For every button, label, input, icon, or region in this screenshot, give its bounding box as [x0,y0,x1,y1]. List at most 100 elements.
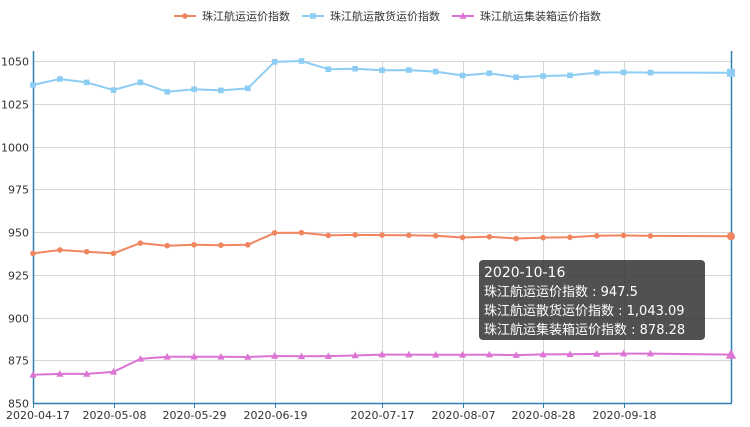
y-tick-label: 900 [8,313,29,326]
data-point [593,232,600,239]
legend-marker-icon [310,13,316,19]
data-point [137,79,144,86]
tooltip-value: 878.28 [639,323,686,338]
data-point [297,352,306,360]
data-point [620,232,627,239]
data-point [566,350,574,358]
data-point [218,87,224,94]
tooltip-label: 珠江航运集装箱运价指数 : [484,323,640,338]
legend-label: 珠江航运集装箱运价指数 [480,9,601,23]
data-point [726,232,736,241]
data-point [244,353,252,360]
data-point [325,66,332,73]
x-tick-label: 2020-07-17 [351,409,415,422]
data-point [593,350,601,357]
data-point [352,65,358,72]
data-point [325,232,332,239]
legend-item[interactable]: 珠江航运集装箱运价指数 [452,9,601,23]
data-point [298,229,305,236]
chart-axes: 850 875 900 925 950 975 1000 1025 1050 2020-04-17… [1,51,733,422]
x-tick-label: 2020-05-29 [163,409,227,422]
data-point [271,59,278,65]
data-point [109,368,118,375]
data-point [567,234,573,241]
y-tick-label: 1050 [1,56,29,69]
data-point [432,232,439,239]
data-point [486,233,493,240]
data-point [271,352,279,359]
y-tick-label: 875 [8,355,29,368]
data-point [57,76,63,82]
data-point [352,232,358,238]
chart-tooltip: 2020-10-16 珠江航运运价指数 : 947.5 珠江航运散货运价指数 :… [479,260,705,340]
data-point [378,350,386,358]
x-tick-label: 2020-04-17 [6,409,70,422]
data-point [512,351,520,358]
tooltip-value: 947.5 [600,285,638,300]
data-point [646,349,655,357]
y-tick-label: 925 [8,270,29,283]
data-point [620,349,628,357]
tooltip-row-bulk-index: 珠江航运散货运价指数 : 1,043.09 [484,302,700,321]
legend-item[interactable]: 珠江航运运价指数 [174,9,290,23]
legend-label: 珠江航运散货运价指数 [330,9,440,23]
data-point [459,72,466,79]
data-point [539,350,547,358]
y-tick-label: 1000 [1,142,29,155]
data-point [540,234,546,241]
x-tick-label: 2020-06-19 [244,409,308,422]
data-point [110,87,117,93]
data-point [30,82,36,88]
tooltip-row-freight-index: 珠江航运运价指数 : 947.5 [484,283,700,302]
data-point [83,248,90,255]
data-point [725,349,737,359]
chart-legend[interactable]: 珠江航运运价指数 珠江航运散货运价指数 珠江航运集装箱运价指数 [174,9,601,23]
data-point [137,240,144,246]
data-point [647,233,654,239]
data-point [379,232,385,238]
data-point [163,353,171,360]
data-point [30,250,36,257]
y-tick-label: 975 [8,184,29,197]
data-point [56,370,64,377]
data-point [432,68,439,75]
data-point [513,74,520,81]
legend-item[interactable]: 珠江航运散货运价指数 [302,9,440,23]
data-point [191,86,197,93]
data-point [191,242,197,248]
legend-marker-icon [459,12,467,19]
data-point [244,242,251,248]
data-point [110,250,117,257]
data-point [217,353,225,360]
x-tick-label: 2020-09-18 [593,409,657,422]
data-point [136,355,144,362]
data-point [485,350,493,358]
data-point [593,69,600,76]
tooltip-row-container-index: 珠江航运集装箱运价指数 : 878.28 [484,321,700,340]
data-point [324,352,332,359]
data-point [57,247,63,253]
data-point [405,350,413,358]
legend-label: 珠江航运运价指数 [202,9,290,23]
data-point [458,350,467,358]
data-point [486,70,493,77]
data-point [726,68,736,77]
data-point [379,67,385,74]
data-point [406,232,412,239]
data-point [190,352,198,360]
data-point [459,234,466,241]
tooltip-label: 珠江航运运价指数 : [484,285,601,300]
legend-marker-icon [182,13,188,19]
data-point [298,58,305,64]
data-point [83,370,91,377]
tooltip-label: 珠江航运散货运价指数 : [484,304,627,319]
x-tick-label: 2020-08-07 [432,409,496,422]
data-point [351,351,359,359]
data-point [164,88,171,95]
data-point [29,370,37,378]
y-tick-label: 950 [8,227,29,240]
x-tick-label: 2020-08-28 [512,409,576,422]
data-point [164,242,171,249]
tooltip-value: 1,043.09 [626,304,685,319]
